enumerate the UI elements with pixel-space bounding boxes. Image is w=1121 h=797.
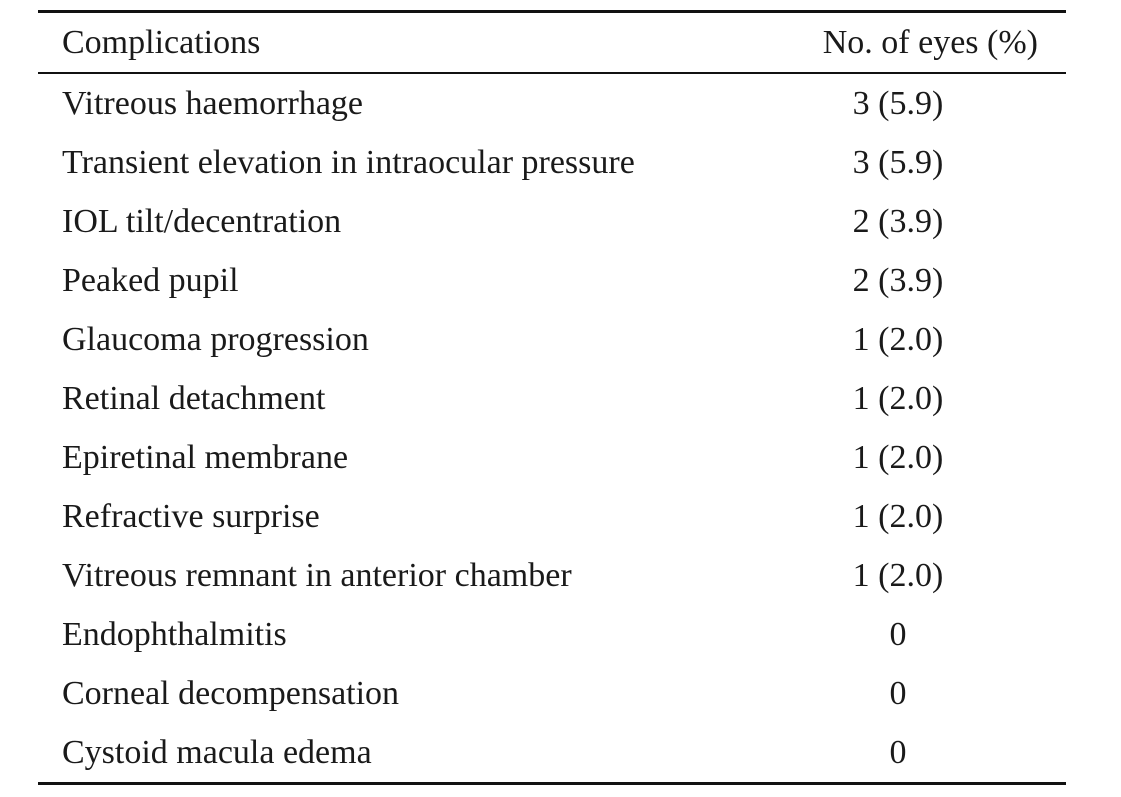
complication-label: Corneal decompensation xyxy=(62,674,400,712)
table-row: Glaucoma progression 1 (2.0) xyxy=(38,310,1066,369)
table-top-rule xyxy=(38,10,1066,13)
eyes-count-value: 3 (5.9) xyxy=(852,84,944,122)
eyes-count-value: 1 (2.0) xyxy=(852,438,944,476)
table-row: Corneal decompensation 0 xyxy=(38,664,1066,723)
complication-label: Endophthalmitis xyxy=(62,615,287,653)
table-row: Transient elevation in intraocular press… xyxy=(38,133,1066,192)
table-bottom-rule xyxy=(38,782,1066,785)
complication-label: IOL tilt/decentration xyxy=(62,202,342,240)
eyes-count-value: 3 (5.9) xyxy=(852,143,944,181)
table-row: Endophthalmitis 0 xyxy=(38,605,1066,664)
table-row: Retinal detachment 1 (2.0) xyxy=(38,369,1066,428)
complication-label: Epiretinal membrane xyxy=(62,438,349,476)
complication-label: Vitreous haemorrhage xyxy=(62,84,364,122)
complication-label: Vitreous remnant in anterior chamber xyxy=(62,556,572,594)
table-row: Peaked pupil 2 (3.9) xyxy=(38,251,1066,310)
table-row: Vitreous remnant in anterior chamber 1 (2… xyxy=(38,546,1066,605)
complication-label: Transient elevation in intraocular press… xyxy=(62,143,635,181)
eyes-count-value: 2 (3.9) xyxy=(852,261,944,299)
table-row: Epiretinal membrane 1 (2.0) xyxy=(38,428,1066,487)
table-header-rule xyxy=(38,72,1066,74)
eyes-count-value: 1 (2.0) xyxy=(852,379,944,417)
table-header-row: Complications No. of eyes (%) xyxy=(38,13,1066,72)
complications-table: Complications No. of eyes (%) Vitreous h… xyxy=(38,10,1066,785)
eyes-count-value: 1 (2.0) xyxy=(852,320,944,358)
table-row: Refractive surprise 1 (2.0) xyxy=(38,487,1066,546)
header-complications: Complications xyxy=(62,23,261,61)
complication-label: Glaucoma progression xyxy=(62,320,369,358)
table-row: Cystoid macula edema 0 xyxy=(38,723,1066,782)
eyes-count-value: 2 (3.9) xyxy=(852,202,944,240)
complication-label: Refractive surprise xyxy=(62,497,320,535)
eyes-count-value: 1 (2.0) xyxy=(852,497,944,535)
eyes-count-value: 0 xyxy=(889,615,907,653)
header-number-of-eyes: No. of eyes (%) xyxy=(822,23,1038,61)
table-body: Vitreous haemorrhage 3 (5.9) Transient ele… xyxy=(38,74,1066,782)
eyes-count-value: 0 xyxy=(889,733,907,771)
table-row: Vitreous haemorrhage 3 (5.9) xyxy=(38,74,1066,133)
complication-label: Retinal detachment xyxy=(62,379,326,417)
table-row: IOL tilt/decentration 2 (3.9) xyxy=(38,192,1066,251)
eyes-count-value: 0 xyxy=(889,674,907,712)
eyes-count-value: 1 (2.0) xyxy=(852,556,944,594)
complication-label: Cystoid macula edema xyxy=(62,733,372,771)
complication-label: Peaked pupil xyxy=(62,261,239,299)
